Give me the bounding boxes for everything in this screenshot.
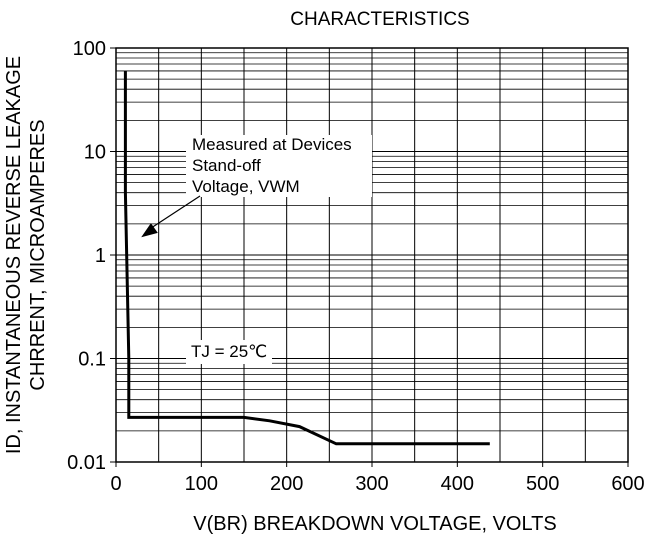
x-tick-label: 600 xyxy=(611,473,644,495)
y-tick-label: 1 xyxy=(95,245,106,267)
annotation-box xyxy=(186,135,372,197)
y-tick-label: 0.1 xyxy=(78,349,106,371)
x-tick-label: 300 xyxy=(355,473,388,495)
x-axis-label: V(BR) BREAKDOWN VOLTAGE, VOLTS xyxy=(193,513,556,535)
series-line xyxy=(123,71,490,446)
y-axis-ticks: 0.01 0.1 1 10 100 xyxy=(67,38,116,474)
annotation-arrow-line xyxy=(148,195,201,230)
annotation-arrow-head xyxy=(141,223,158,238)
tj-label: TJ = 25℃ xyxy=(191,342,267,361)
chart-title: CHARACTERISTICS xyxy=(290,9,469,30)
x-tick-label: 100 xyxy=(185,473,218,495)
series-group xyxy=(123,71,490,446)
tj-label-box xyxy=(186,340,272,364)
grid xyxy=(116,48,628,462)
annotation-measured-line3: Voltage, VWM xyxy=(192,177,300,196)
x-tick-label: 400 xyxy=(441,473,474,495)
y-tick-label: 10 xyxy=(84,142,106,164)
y-axis-label-line2: CHRRENT, MICROAMPERES xyxy=(27,119,49,390)
x-axis-ticks: 0 100 200 300 400 500 600 xyxy=(110,462,645,495)
annotations: Measured at Devices Stand-off Voltage, V… xyxy=(141,135,372,364)
annotation-measured-line2: Stand-off xyxy=(192,156,261,175)
y-tick-label: 0.01 xyxy=(67,452,106,474)
x-tick-label: 200 xyxy=(270,473,303,495)
annotation-measured-line1: Measured at Devices xyxy=(192,135,352,154)
y-axis-label-line1: ID, INSTANTANEOUS REVERSE LEAKAGE xyxy=(3,56,25,454)
y-tick-label: 100 xyxy=(73,38,106,60)
x-tick-label: 500 xyxy=(526,473,559,495)
x-tick-label: 0 xyxy=(110,473,121,495)
